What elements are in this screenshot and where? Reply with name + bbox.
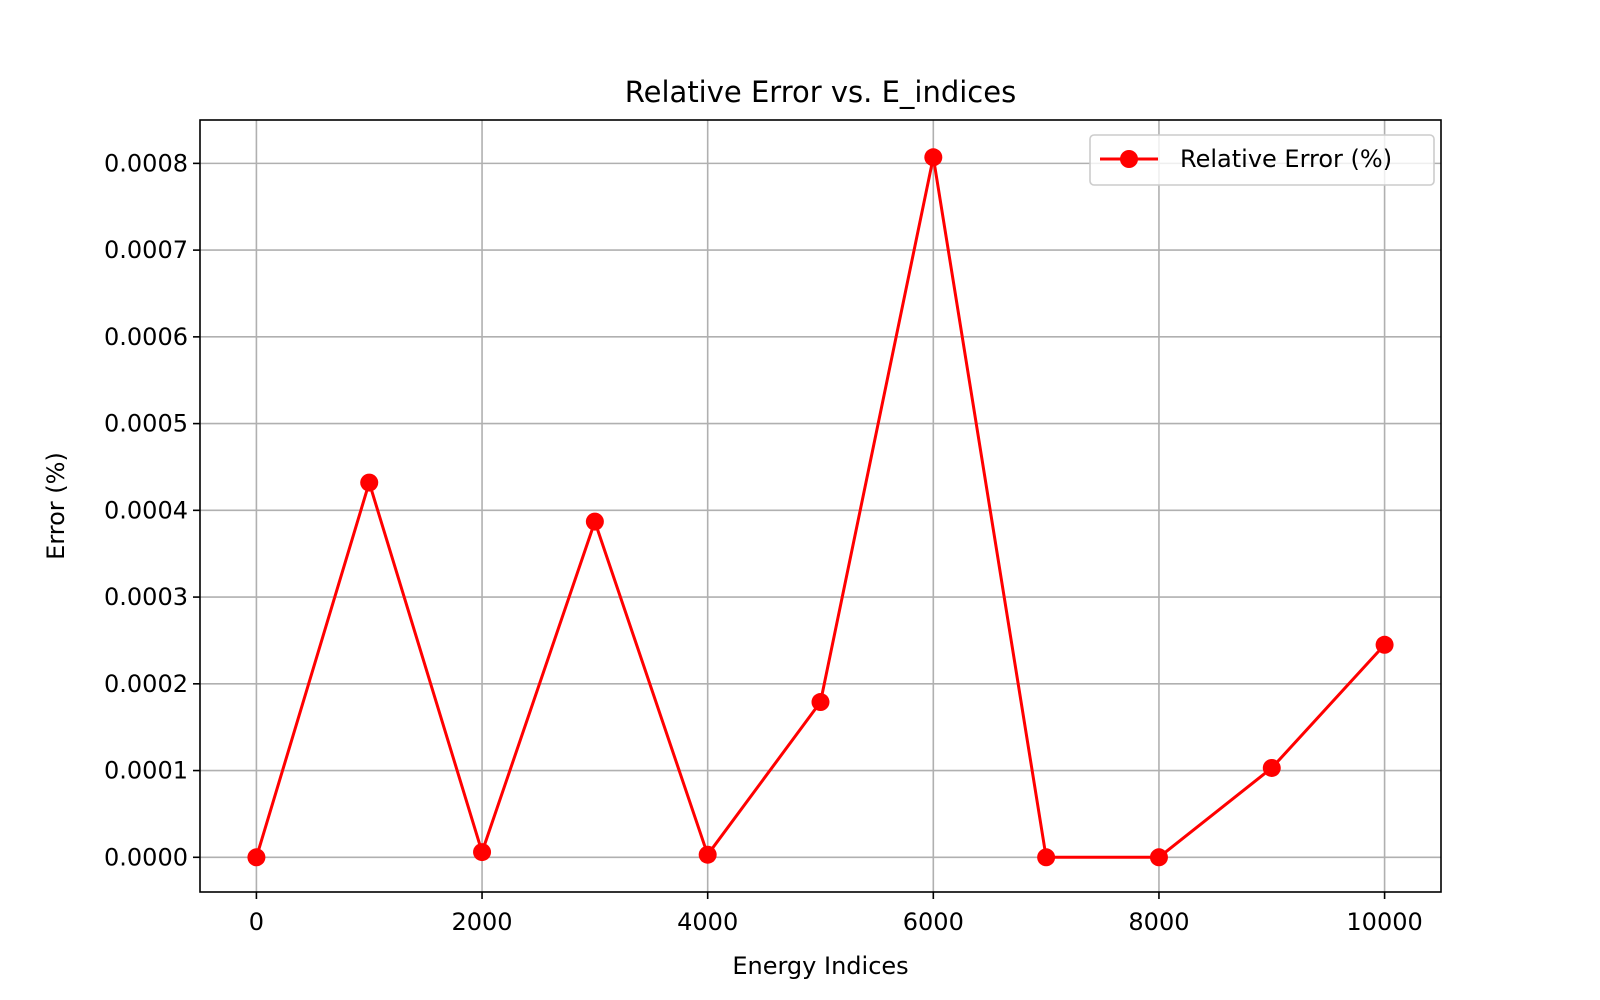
data-point (247, 848, 266, 867)
x-tick-label: 6000 (903, 908, 964, 936)
x-tick-label: 4000 (677, 908, 738, 936)
data-point (924, 148, 943, 167)
y-axis-title: Error (%) (42, 452, 70, 560)
y-tick-label: 0.0008 (104, 149, 188, 177)
grid (200, 120, 1441, 892)
legend: Relative Error (%) (1089, 134, 1435, 186)
legend-label: Relative Error (%) (1180, 145, 1392, 173)
y-tick-label: 0.0004 (104, 496, 188, 524)
plot-frame (199, 119, 1442, 893)
data-point (1149, 848, 1168, 867)
legend-marker-swatch (1120, 150, 1138, 168)
y-tick-label: 0.0005 (104, 410, 188, 438)
data-point (585, 512, 604, 531)
data-point (360, 473, 379, 492)
data-point (1037, 848, 1056, 867)
y-tick-label: 0.0002 (104, 670, 188, 698)
y-tick-label: 0.0006 (104, 323, 188, 351)
series-layer (247, 148, 1394, 867)
data-point (473, 843, 492, 862)
x-tick-label: 8000 (1128, 908, 1189, 936)
y-tick-label: 0.0007 (104, 236, 188, 264)
x-tick-label: 2000 (452, 908, 513, 936)
chart-title: Relative Error vs. E_indices (625, 75, 1016, 109)
x-tick-label: 0 (249, 908, 264, 936)
ticks: 0 2000 4000 6000 8000 10000 0.0000 0.0001 0.0002… (104, 149, 1423, 936)
legend-box (1089, 134, 1435, 186)
y-tick-label: 0.0001 (104, 757, 188, 785)
x-tick-label: 10000 (1346, 908, 1422, 936)
y-tick-label: 0.0003 (104, 583, 188, 611)
data-point (811, 693, 830, 712)
data-point (698, 845, 717, 864)
data-point (1375, 635, 1394, 654)
data-point (1262, 758, 1281, 777)
x-axis-title: Energy Indices (732, 952, 908, 980)
y-tick-label: 0.0000 (104, 843, 188, 871)
